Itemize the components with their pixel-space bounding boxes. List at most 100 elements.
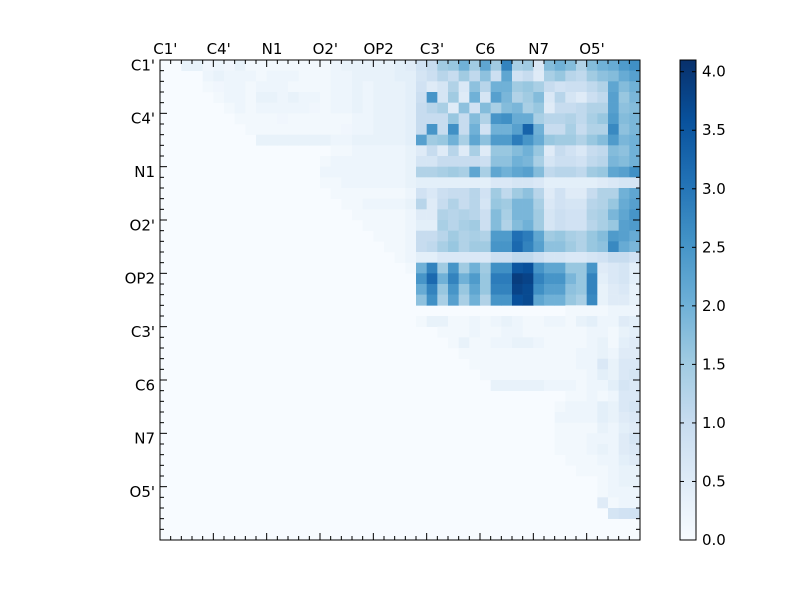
heatmap-cell	[629, 81, 641, 93]
heatmap-cell	[394, 230, 406, 242]
heatmap-cell	[405, 102, 417, 114]
heatmap-cell	[416, 262, 427, 274]
heatmap-cell	[352, 81, 363, 93]
heatmap-cell	[608, 60, 619, 71]
heatmap-cell	[490, 166, 502, 178]
y-tick-label: O2'	[130, 216, 155, 234]
heatmap-cell	[352, 134, 363, 146]
heatmap-cell	[213, 81, 225, 93]
heatmap-cell	[618, 70, 630, 82]
heatmap-cell	[501, 316, 513, 327]
heatmap-cell	[490, 198, 502, 210]
y-tick-label: C6	[135, 376, 155, 394]
heatmap-cell	[608, 508, 619, 519]
heatmap-cell	[448, 113, 459, 125]
heatmap-cell	[277, 60, 289, 71]
heatmap-cell	[554, 188, 566, 199]
heatmap-cell	[544, 369, 555, 381]
heatmap-cell	[469, 262, 481, 274]
heatmap-cell	[618, 262, 630, 274]
heatmap-cell	[458, 220, 470, 231]
heatmap-cell	[586, 433, 598, 445]
heatmap-cell	[618, 113, 630, 125]
heatmap-cell	[373, 188, 385, 199]
heatmap-cell	[586, 358, 598, 370]
heatmap-cell	[277, 92, 289, 103]
heatmap-cell	[416, 81, 427, 93]
heatmap-cell	[597, 156, 609, 167]
heatmap-cell	[458, 60, 470, 71]
heatmap-cell	[554, 380, 566, 391]
heatmap-cell	[437, 102, 449, 114]
heatmap-cell	[373, 70, 385, 82]
heatmap-cell	[234, 60, 246, 71]
heatmap-cell	[597, 444, 609, 455]
heatmap-cell	[352, 145, 363, 157]
heatmap-cell	[224, 81, 235, 93]
heatmap-cell	[522, 316, 534, 327]
heatmap-cell	[437, 188, 449, 199]
heatmap-cell	[576, 412, 587, 423]
heatmap-cell	[501, 380, 513, 391]
heatmap-cell	[629, 177, 641, 189]
heatmap-cell	[618, 294, 630, 306]
heatmap-cell	[554, 422, 566, 434]
heatmap-cell	[618, 390, 630, 402]
heatmap-cell	[554, 81, 566, 93]
heatmap-cell	[384, 92, 395, 103]
heatmap-cell	[341, 156, 353, 167]
colorbar-tick-label: 2.0	[702, 297, 726, 315]
heatmap-cell	[448, 177, 459, 189]
heatmap-cell	[597, 326, 609, 338]
colorbar-gradient	[679, 59, 697, 541]
heatmap-cell	[501, 369, 513, 381]
heatmap-cell	[405, 113, 417, 125]
heatmap-cell	[480, 284, 491, 295]
heatmap-cell	[597, 113, 609, 125]
heatmap-cell	[458, 262, 470, 274]
heatmap-cell	[352, 166, 363, 178]
heatmap-cell	[576, 156, 587, 167]
heatmap-cell	[629, 326, 641, 338]
heatmap-cell	[554, 284, 566, 295]
heatmap-cell	[309, 81, 321, 93]
heatmap-cell	[266, 92, 278, 103]
heatmap-cell	[341, 166, 353, 178]
heatmap-cell	[512, 369, 523, 381]
heatmap-cell	[576, 134, 587, 146]
heatmap-cell	[544, 209, 555, 221]
heatmap-cell	[586, 92, 598, 103]
heatmap-cell	[597, 230, 609, 242]
heatmap-cell	[437, 252, 449, 263]
heatmap-cell	[608, 70, 619, 82]
heatmap-cell	[522, 252, 534, 263]
heatmap-cell	[298, 81, 310, 93]
heatmap-cell	[234, 113, 246, 125]
heatmap-cell	[245, 81, 257, 93]
heatmap-cell	[405, 241, 417, 253]
heatmap-cell	[501, 134, 513, 146]
heatmap-cell	[618, 284, 630, 295]
heatmap-cell	[213, 60, 225, 71]
heatmap-cell	[437, 134, 449, 146]
heatmap-cell	[384, 188, 395, 199]
heatmap-cell	[469, 134, 481, 146]
heatmap-cell	[629, 198, 641, 210]
heatmap-cell	[277, 124, 289, 135]
heatmap-cell	[405, 92, 417, 103]
heatmap-cell	[576, 337, 587, 349]
heatmap-cell	[554, 433, 566, 445]
heatmap-cell	[629, 284, 641, 295]
heatmap-cell	[426, 177, 438, 189]
heatmap-cell	[576, 230, 587, 242]
heatmap-cell	[565, 134, 577, 146]
heatmap-cell	[501, 60, 513, 71]
y-tick-labels: C1' C4' N1 O2' OP2 C3' C6 N7 O5'	[125, 56, 155, 501]
heatmap-cell	[288, 102, 299, 114]
heatmap-cell	[512, 326, 523, 338]
heatmap-cell	[256, 81, 267, 93]
heatmap-cell	[608, 134, 619, 146]
heatmap-cell	[618, 476, 630, 487]
heatmap-cell	[512, 124, 523, 135]
heatmap-cell	[586, 337, 598, 349]
